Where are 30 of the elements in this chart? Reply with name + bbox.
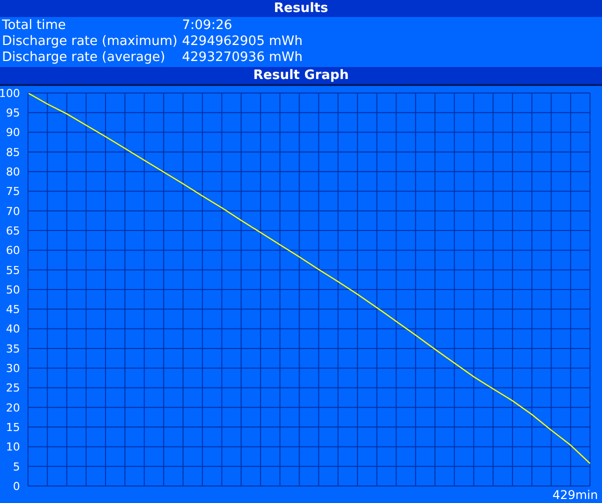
y-tick-label: 45 (6, 303, 20, 316)
y-tick-label: 5 (13, 460, 20, 474)
y-tick-label: 30 (6, 362, 20, 376)
y-tick-label: 10 (6, 440, 20, 454)
y-tick-label: 100 (0, 86, 20, 100)
y-tick-label: 40 (6, 322, 20, 336)
y-tick-label: 65 (6, 224, 20, 238)
chart-title: Results (0, 0, 602, 17)
y-tick-label: 25 (6, 382, 20, 395)
y-tick-label: 0 (13, 480, 20, 493)
y-tick-label: 70 (6, 204, 20, 218)
text: 4293270936 mWh (182, 50, 303, 66)
text: 429min (552, 488, 598, 502)
y-tick-label: 85 (6, 146, 20, 159)
y-tick-label: 55 (6, 264, 20, 277)
y-tick-label: 60 (6, 244, 20, 258)
y-tick-label: 90 (6, 126, 20, 140)
y-tick-label: 95 (6, 106, 20, 120)
text: Total time (2, 18, 67, 34)
y-tick-label: 20 (6, 401, 20, 414)
y-tick-label: 75 (6, 185, 20, 198)
y-tick-label: 80 (6, 166, 20, 179)
y-tick-label: 50 (6, 283, 20, 296)
chart-subtitle: Result Graph (0, 67, 602, 84)
y-tick-label: 35 (6, 342, 20, 356)
text: 7:09:26 (182, 18, 232, 34)
y-tick-label: 15 (6, 420, 20, 434)
text: Discharge rate (maximum) (2, 34, 178, 50)
text: Discharge rate (average) (2, 50, 166, 66)
text: 4294962905 mWh (182, 34, 303, 50)
